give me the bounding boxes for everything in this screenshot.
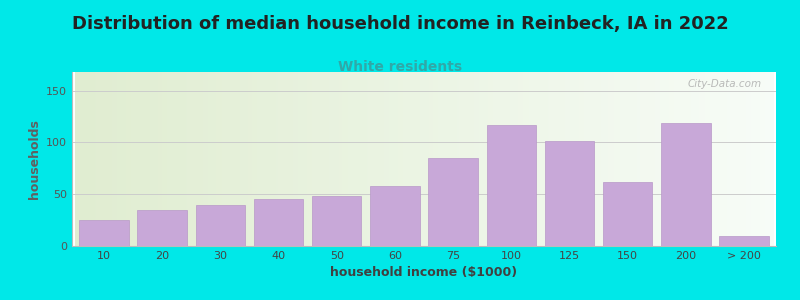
Bar [719, 236, 769, 246]
Text: White residents: White residents [338, 60, 462, 74]
Bar [370, 186, 420, 246]
Bar [661, 123, 710, 246]
Bar [312, 196, 362, 246]
Bar [486, 125, 536, 246]
Bar [603, 182, 652, 246]
Bar [254, 200, 303, 246]
Y-axis label: households: households [27, 119, 41, 199]
Bar [79, 220, 129, 246]
Bar [545, 141, 594, 246]
Bar [138, 210, 187, 246]
Text: City-Data.com: City-Data.com [688, 79, 762, 89]
Bar [196, 205, 245, 246]
Text: Distribution of median household income in Reinbeck, IA in 2022: Distribution of median household income … [72, 15, 728, 33]
Bar [428, 158, 478, 246]
X-axis label: household income ($1000): household income ($1000) [330, 266, 518, 279]
